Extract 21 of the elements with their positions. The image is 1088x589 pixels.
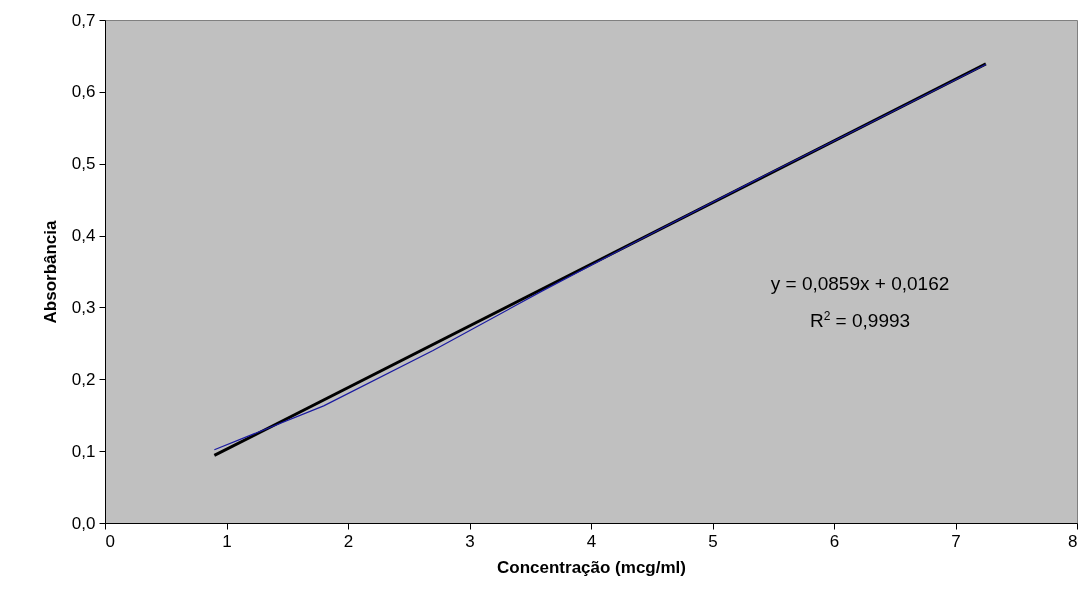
y-tick-label: 0,3 (71, 297, 96, 317)
y-tick-label: 0,2 (71, 369, 96, 389)
annotation: R$^{2}$ = 0,9993 (809, 309, 911, 333)
x-tick-label: 5 (708, 531, 718, 551)
y-tick-label: 0,0 (71, 513, 96, 533)
x-tick-label: 0 (105, 531, 115, 551)
y-tick-label: 0,4 (71, 226, 96, 246)
y-tick-label: 0,5 (71, 154, 96, 174)
x-tick-label: 7 (951, 531, 961, 551)
y-tick-label: 0,6 (71, 82, 96, 102)
x-tick-label: 6 (829, 531, 840, 551)
x-tick-label: 4 (586, 531, 597, 551)
annotation: y = 0,0859x + 0,0162 (770, 273, 950, 295)
x-tick-label: 1 (222, 531, 232, 551)
x-tick-label: 3 (465, 531, 475, 551)
x-tick-label: 2 (343, 531, 354, 551)
x-tick-label: 8 (1068, 531, 1078, 551)
x-axis-title: Concentração (mcg/ml) (497, 557, 686, 577)
y-axis-title: Absorbância (40, 219, 60, 324)
y-tick-label: 0,1 (71, 441, 96, 461)
y-tick-label: 0,7 (71, 10, 96, 30)
